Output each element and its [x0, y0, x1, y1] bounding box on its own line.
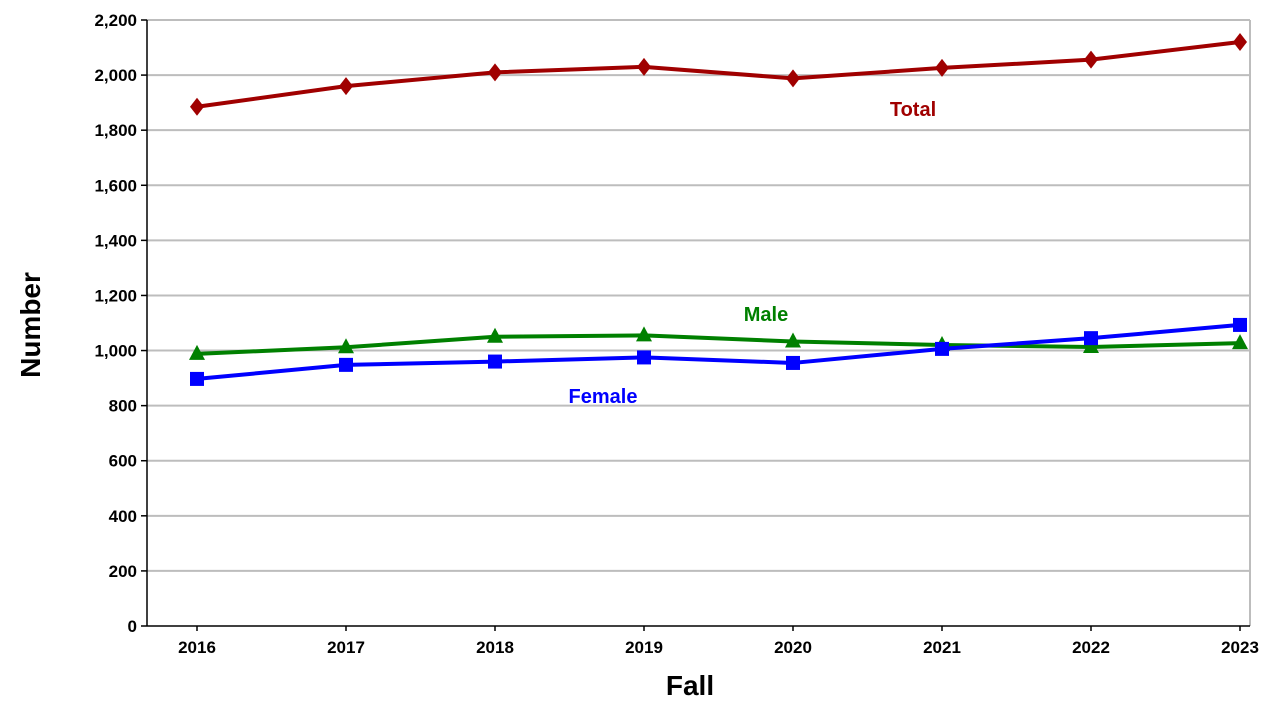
data-point-male — [1232, 334, 1248, 350]
y-tick-label: 1,800 — [94, 121, 137, 140]
data-point-male — [1083, 337, 1099, 353]
data-point-total — [637, 57, 651, 76]
x-tick-labels: 2016 2017 2018 2019 2020 2021 2022 2023 — [178, 638, 1259, 657]
data-point-total — [786, 69, 800, 88]
data-point-male — [636, 326, 652, 342]
y-tick-label: 600 — [109, 452, 137, 471]
x-tick-label: 2018 — [476, 638, 514, 657]
x-tick-label: 2020 — [774, 638, 812, 657]
x-tick-label: 2023 — [1221, 638, 1259, 657]
y-tick-label: 1,200 — [94, 286, 137, 305]
y-tick-label: 2,200 — [94, 11, 137, 30]
x-tick-label: 2019 — [625, 638, 663, 657]
y-tick-label: 0 — [128, 617, 137, 636]
x-axis-title: Fall — [666, 670, 714, 701]
data-point-female — [488, 354, 502, 369]
x-tick-label: 2017 — [327, 638, 365, 657]
y-axis-title: Number — [15, 272, 46, 378]
data-point-female — [190, 371, 204, 386]
y-tick-label: 400 — [109, 507, 137, 526]
data-point-total — [935, 58, 949, 77]
data-point-female — [935, 341, 949, 356]
data-point-female — [1084, 331, 1098, 346]
series-label-total: Total — [890, 99, 936, 121]
data-point-female — [637, 350, 651, 365]
data-point-total — [1084, 50, 1098, 69]
series-line-female — [196, 322, 1241, 381]
series-line-male — [196, 333, 1241, 356]
data-point-male — [338, 338, 354, 354]
x-tick-label: 2016 — [178, 638, 216, 657]
y-tick-labels: 0 200 400 600 800 1,000 1,200 1,400 1,600 1,800 2,… — [94, 11, 137, 636]
data-point-total — [1233, 33, 1247, 52]
x-tick-label: 2022 — [1072, 638, 1110, 657]
data-point-female — [1233, 317, 1247, 332]
series-label-male: Male — [744, 304, 788, 326]
data-point-male — [189, 344, 205, 360]
series-labels: Total Male Female — [569, 99, 937, 408]
data-point-total — [190, 97, 204, 116]
data-point-male — [487, 327, 503, 343]
series-label-female: Female — [569, 386, 638, 408]
y-tick-label: 200 — [109, 562, 137, 581]
data-point-male — [785, 332, 801, 348]
series-lines — [189, 33, 1248, 386]
series-line-total — [196, 40, 1241, 109]
data-point-total — [339, 77, 353, 96]
y-tick-label: 1,600 — [94, 176, 137, 195]
data-point-female — [339, 357, 353, 372]
y-tick-label: 2,000 — [94, 66, 137, 85]
y-tick-label: 800 — [109, 397, 137, 416]
y-tick-label: 1,000 — [94, 342, 137, 361]
data-point-total — [488, 63, 502, 82]
x-tick-label: 2021 — [923, 638, 961, 657]
axes — [141, 19, 1250, 631]
gridlines — [147, 19, 1251, 626]
data-point-female — [786, 355, 800, 370]
y-tick-label: 1,400 — [94, 231, 137, 250]
